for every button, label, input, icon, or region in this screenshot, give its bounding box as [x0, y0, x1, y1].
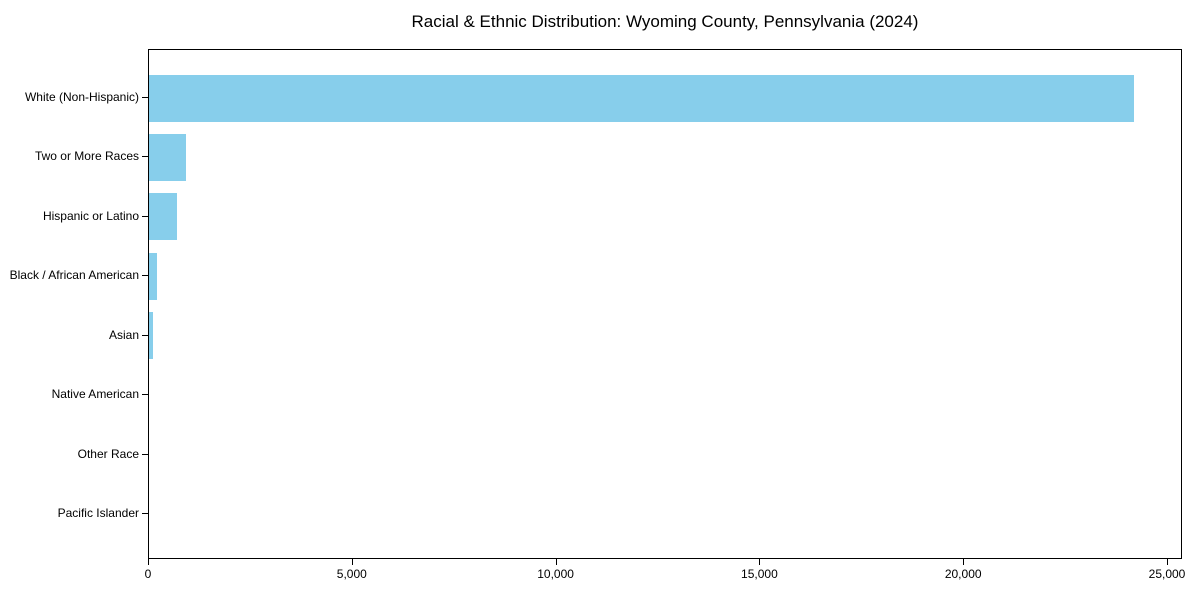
y-tick-label-asian: Asian	[108, 327, 139, 342]
y-tick	[142, 334, 148, 336]
bar-two-or-more-races	[149, 133, 187, 181]
bar-asian	[149, 312, 154, 360]
x-tick	[555, 559, 557, 565]
y-tick	[142, 215, 148, 217]
x-tick	[759, 559, 761, 565]
x-tick-label-0: 0	[144, 567, 152, 581]
y-tick-label-other-race: Other Race	[77, 446, 139, 461]
bar-white-non-hispanic	[149, 74, 1134, 122]
x-tick	[148, 559, 149, 565]
y-tick	[142, 275, 148, 277]
y-tick	[142, 156, 148, 158]
y-tick	[142, 97, 148, 98]
x-tick-label-20000: 20,000	[944, 567, 982, 581]
y-tick	[142, 513, 148, 514]
y-tick-label-pacific-islander: Pacific Islander	[57, 506, 139, 520]
y-tick-label-hispanic-or-latino: Hispanic or Latino	[42, 208, 139, 223]
y-tick-label-black-african-american: Black / African American	[9, 268, 139, 283]
x-tick-label-15000: 15,000	[741, 567, 778, 581]
chart-title: Racial & Ethnic Distribution: Wyoming Co…	[411, 12, 919, 31]
x-tick-label-25000: 25,000	[1148, 567, 1186, 581]
x-tick-label-5000: 5,000	[336, 567, 367, 581]
x-tick-label-10000: 10,000	[537, 567, 574, 581]
y-tick	[142, 453, 148, 455]
bar-hispanic-or-latino	[149, 193, 178, 241]
x-tick	[963, 559, 965, 565]
y-tick-label-two-or-more-races: Two or More Races	[34, 149, 139, 164]
x-tick	[1167, 559, 1168, 565]
y-tick-label-white-non-hispanic: White (Non-Hispanic)	[24, 90, 139, 104]
x-tick	[351, 559, 353, 565]
y-tick-label-native-american: Native American	[51, 387, 139, 402]
plot-area	[148, 49, 1182, 559]
bar-black-african-american	[149, 252, 157, 300]
y-tick	[142, 394, 148, 396]
